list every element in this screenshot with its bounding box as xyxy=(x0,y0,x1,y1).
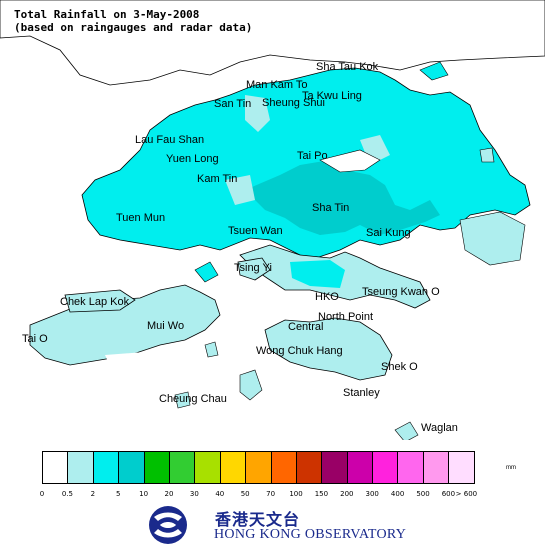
place-label: Kam Tin xyxy=(197,173,238,185)
legend-tick-label: 300 xyxy=(365,490,379,498)
legend-swatch xyxy=(168,451,196,484)
legend-swatch xyxy=(143,451,170,484)
lantau-white xyxy=(105,352,150,366)
legend-tick-label: 600 xyxy=(441,490,456,498)
legend-tick-label: 0.5 xyxy=(61,490,73,498)
legend-swatch xyxy=(270,451,297,484)
place-label: Tuen Mun xyxy=(116,212,166,224)
legend-tick-label: 10 xyxy=(139,490,149,498)
place-label: Sha Tin xyxy=(312,202,350,214)
place-label: Shek O xyxy=(381,361,418,373)
legend-swatch xyxy=(372,451,399,484)
place-label: Ta Kwu Ling xyxy=(302,90,362,102)
place-label: Man Kam To xyxy=(246,79,308,91)
place-label: Sheung Shui xyxy=(262,97,325,109)
light-rain-patch-4 xyxy=(459,211,526,266)
organization-name-zh: 香港天文台 xyxy=(215,510,301,529)
observatory-logo-icon xyxy=(149,506,187,544)
light-rain-patch-1 xyxy=(245,95,270,132)
legend-tick-label: 2 xyxy=(90,490,96,498)
legend-swatch xyxy=(321,451,348,484)
place-label: Stanley xyxy=(343,387,380,399)
legend-tick-label: 50 xyxy=(240,490,250,498)
place-label: Lau Fau Shan xyxy=(135,134,205,146)
legend-swatch xyxy=(397,451,424,484)
legend-swatch xyxy=(118,451,145,484)
legend-tick-label: 400 xyxy=(390,490,405,498)
legend-swatch xyxy=(448,451,475,484)
map-canvas xyxy=(0,0,545,440)
legend-swatch xyxy=(194,451,221,484)
rainfall-map: Total Rainfall on 3-May-2008 (based on r… xyxy=(0,0,545,440)
small-island-4 xyxy=(204,341,219,358)
legend-swatch xyxy=(67,451,94,484)
legend-unit: mm xyxy=(506,465,516,471)
place-label: Tai Po xyxy=(297,150,328,162)
legend-tick-label: 0 xyxy=(39,490,45,498)
legend-tick-label: 40 xyxy=(215,490,225,498)
cheung-chau-island xyxy=(174,391,191,409)
legend-swatch xyxy=(346,451,374,484)
legend-swatch xyxy=(295,451,323,484)
small-island-3 xyxy=(194,261,219,283)
place-label: Tsuen Wan xyxy=(228,225,283,237)
airport-island xyxy=(64,289,136,313)
legend-swatch xyxy=(219,451,247,484)
place-label: Tai O xyxy=(22,333,48,345)
legend-tick-label: 150 xyxy=(314,490,329,498)
po-toi-island xyxy=(394,421,419,440)
place-label: Cheung Chau xyxy=(159,393,227,405)
organization-name-en: HONG KONG OBSERVATORY xyxy=(214,527,407,542)
place-label: Central xyxy=(288,321,324,333)
small-island-1 xyxy=(419,61,449,81)
legend-swatch xyxy=(422,451,450,484)
heavier-rain-zone xyxy=(245,160,440,235)
place-label: North Point xyxy=(318,311,374,323)
map-subtitle: (based on raingauges and radar data) xyxy=(14,21,253,34)
place-label: Tsing Yi xyxy=(234,262,272,274)
legend-swatch xyxy=(92,451,120,484)
legend-tick-label: 5 xyxy=(115,490,121,498)
lamma-island xyxy=(239,369,263,401)
legend-swatch xyxy=(245,451,272,484)
legend-tick-label: 20 xyxy=(164,490,174,498)
legend-tick-label: > 600 xyxy=(455,490,478,498)
map-title: Total Rainfall on 3-May-2008 xyxy=(14,8,200,21)
place-label: Sai Kung xyxy=(366,227,411,239)
hong-kong-island xyxy=(264,317,393,381)
legend-tick-label: 70 xyxy=(266,490,276,498)
tolo-harbour xyxy=(319,149,381,173)
place-label: Wong Chuk Hang xyxy=(256,345,343,357)
legend-tick-label: 200 xyxy=(340,490,354,498)
place-label: HKO xyxy=(315,291,339,303)
legend-tick-label: 100 xyxy=(289,490,303,498)
place-label: Sha Tau Kok xyxy=(316,61,379,73)
place-label: Tseung Kwan O xyxy=(362,286,440,298)
kowloon-cyan xyxy=(290,260,345,288)
legend-tick-label: 500 xyxy=(416,490,430,498)
tsing-yi-island xyxy=(237,257,271,281)
legend-swatch xyxy=(42,451,69,484)
rainfall-legend xyxy=(42,451,475,485)
legend-tick-label: 30 xyxy=(189,490,199,498)
light-rain-patch-2 xyxy=(225,175,255,205)
place-label: Mui Wo xyxy=(147,320,185,332)
place-label: San Tin xyxy=(214,98,252,110)
place-label: Chek Lap Kok xyxy=(60,296,130,308)
small-island-2 xyxy=(479,147,495,163)
place-label: Yuen Long xyxy=(166,153,219,165)
place-label: Waglan xyxy=(421,422,458,434)
shenzhen-land xyxy=(0,0,545,86)
